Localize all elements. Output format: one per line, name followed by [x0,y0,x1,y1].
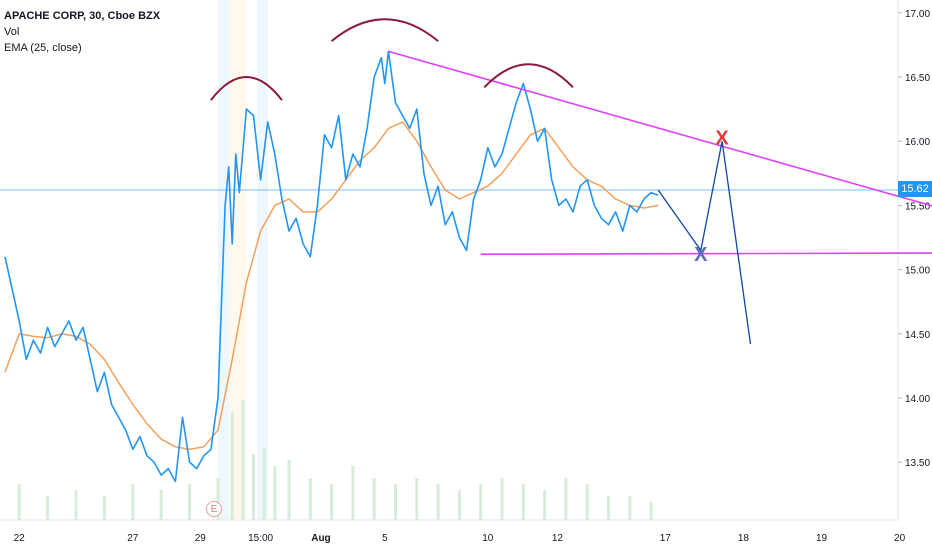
x-tick-label: 15:00 [248,533,273,544]
volume-bar [521,484,525,520]
volume-bar [241,400,245,520]
volume-bar [131,484,135,520]
x-tick-label: 10 [482,533,494,544]
session-highlight [228,0,247,520]
y-tick-label: 16.50 [905,73,930,84]
x-tick-label: 22 [14,533,26,544]
x-tick-label: 20 [894,533,906,544]
session-highlight [257,0,268,520]
head-shoulder-arc [483,63,574,89]
volume-bar [188,484,192,520]
x-tick-label: 19 [816,533,828,544]
volume-bar [457,490,461,520]
symbol-title[interactable]: APACHE CORP, 30, Cboe BZX [4,10,161,22]
volume-bar [585,484,589,520]
volume-bar [262,448,266,520]
volume-bar [74,490,78,520]
y-tick-label: 14.00 [905,394,930,405]
x-tick-label: 17 [660,533,672,544]
x-tick-label: 29 [195,533,207,544]
ema-legend[interactable]: EMA (25, close) [4,42,82,54]
ema-line [4,121,659,451]
price-line [4,50,659,483]
volume-bar [479,484,483,520]
y-tick-label: 13.50 [905,458,930,469]
volume-bar [102,496,106,520]
volume-bar [17,484,21,520]
x-tick-label: 5 [382,533,388,544]
support-line [480,252,932,256]
x-tick-label: 12 [552,533,564,544]
volume-bar [287,460,291,520]
volume-bar [607,496,610,520]
x-tick-label: 18 [738,533,750,544]
volume-bar [564,478,568,520]
y-tick-label: 15.00 [905,266,930,277]
volume-bar [159,490,163,520]
volume-legend[interactable]: Vol [4,26,20,38]
volume-bar [543,490,547,520]
volume-bar [649,502,653,520]
volume-bar [216,478,220,520]
y-tick-label: 16.00 [905,137,930,148]
x-tick-label: 27 [127,533,139,544]
volume-bar [372,478,376,520]
volume-bar [500,478,504,520]
volume-bar [628,496,632,520]
resistance-trendline [388,50,932,207]
y-tick-label: 15.50 [905,201,930,212]
head-shoulder-arc [330,18,439,42]
volume-bar [308,478,312,520]
volume-bar [394,484,397,520]
volume-bar [230,412,234,520]
volume-bar [351,466,355,520]
y-tick-label: 14.50 [905,330,930,341]
volume-bar [46,496,50,520]
current-price-tag: 15.62 [898,181,932,197]
volume-bar [273,466,277,520]
volume-bar [252,454,255,520]
earnings-badge[interactable]: E [206,501,222,517]
volume-bar [330,484,334,520]
x-tick-label: Aug [311,533,330,544]
x-marker: X [694,244,708,266]
chart-legend: APACHE CORP, 30, Cboe BZX Vol EMA (25, c… [4,8,160,56]
head-shoulder-arc [210,76,283,101]
volume-bar [436,484,440,520]
volume-bar [415,478,419,520]
y-tick-label: 17.00 [905,9,930,20]
projection-path [657,141,752,345]
x-marker: X [715,127,729,149]
